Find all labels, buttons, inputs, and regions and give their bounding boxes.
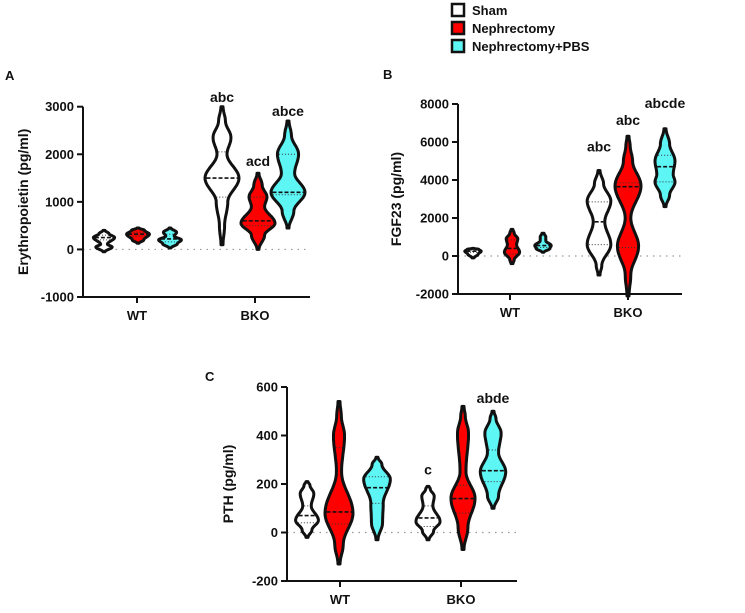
y-axis-label: PTH (pg/ml) — [220, 445, 236, 524]
violin-bko-sham — [585, 169, 613, 277]
panel-label: A — [5, 68, 15, 83]
violin-bko-sham — [203, 105, 241, 247]
y-tick-label: -1000 — [41, 290, 74, 305]
significance-label: abc — [587, 139, 611, 155]
y-tick-label: 2000 — [420, 211, 449, 226]
legend-label-1: Nephrectomy — [472, 21, 556, 36]
violin-bko-nephrectomy-pbs — [269, 119, 307, 230]
panel-c: C -200 0 200 400 600 PTH (pg/ml) WT BKO c abde — [205, 369, 517, 607]
significance-label: acd — [246, 153, 270, 169]
violin-wt-sham — [294, 480, 320, 539]
violin-bko-nephrectomy — [613, 134, 643, 298]
y-tick-label: -2000 — [416, 287, 449, 302]
x-tick-label: WT — [330, 592, 350, 607]
violin-wt-nephrectomy — [323, 400, 355, 566]
panel-label: B — [383, 67, 392, 82]
significance-label: abc — [210, 89, 234, 105]
legend-label-0: Sham — [472, 3, 507, 18]
x-tick-label: BKO — [614, 305, 643, 320]
significance-label: c — [424, 461, 432, 477]
x-tick-label: WT — [500, 305, 520, 320]
violin-wt-nephrectomy — [502, 227, 522, 266]
y-tick-label: 6000 — [420, 135, 449, 150]
x-tick-label: BKO — [447, 592, 476, 607]
panel-label: C — [205, 369, 215, 384]
legend-swatch-2 — [450, 38, 466, 54]
y-tick-label: -200 — [252, 574, 278, 589]
significance-label: abce — [272, 103, 304, 119]
y-tick-label: 600 — [256, 380, 278, 395]
legend-swatch-0 — [450, 2, 466, 18]
panel-a: A -1000 0 1000 2000 3000 Erythropoietin (pg/ml… — [5, 68, 310, 323]
y-tick-label: 0 — [442, 249, 449, 264]
violin-bko-sham — [414, 484, 442, 542]
x-tick-label: BKO — [241, 308, 270, 323]
significance-label: abc — [616, 112, 640, 128]
significance-label: abde — [477, 390, 510, 406]
legend-swatch-1 — [450, 20, 466, 36]
violin-bko-nephrectomy-pbs — [653, 127, 677, 209]
violin-wt-sham — [91, 228, 117, 254]
significance-label: abcde — [645, 95, 686, 111]
legend: Sham Nephrectomy Nephrectomy+PBS — [450, 2, 590, 54]
y-tick-label: 200 — [256, 477, 278, 492]
violin-wt-nephrectomy — [125, 226, 151, 245]
violin-bko-nephrectomy — [239, 171, 277, 251]
y-tick-label: 8000 — [420, 97, 449, 112]
y-tick-label: 3000 — [45, 99, 74, 114]
legend-label-2: Nephrectomy+PBS — [472, 39, 590, 54]
y-tick-label: 0 — [67, 242, 74, 257]
y-tick-label: 400 — [256, 428, 278, 443]
y-tick-label: 2000 — [45, 147, 74, 162]
violin-wt-nephrectomy-pbs — [533, 231, 553, 254]
y-tick-label: 1000 — [45, 194, 74, 209]
violin-bko-nephrectomy-pbs — [478, 409, 508, 510]
violin-bko-nephrectomy — [449, 404, 477, 551]
y-tick-label: 4000 — [420, 173, 449, 188]
y-axis-label: FGF23 (pg/ml) — [388, 152, 404, 246]
x-tick-label: WT — [127, 308, 147, 323]
y-tick-label: 0 — [271, 525, 278, 540]
violin-wt-nephrectomy-pbs — [157, 226, 183, 250]
y-axis-label: Erythropoietin (pg/ml) — [15, 129, 31, 275]
panel-b: B -2000 0 2000 4000 6000 8000 FGF23 (pg/ml) WT BK… — [383, 67, 685, 320]
violin-wt-nephrectomy-pbs — [362, 455, 392, 542]
